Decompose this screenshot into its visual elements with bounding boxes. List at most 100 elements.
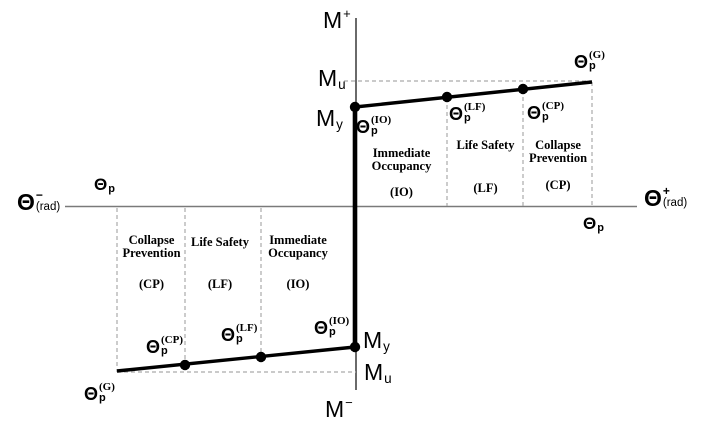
script-stack: y [383,327,390,354]
my-positive-point [349,101,361,113]
subscript: p [542,111,549,123]
script-stack: − (rad) [36,189,60,215]
theta-symbol: Θ [17,188,35,215]
zone-abbreviation: (LF) [207,277,233,291]
script-stack: (LF) p [464,102,485,125]
theta-symbol: Θ [449,103,464,124]
theta-p-lf-negative-label: Θ (LF) p [221,323,257,346]
moment-symbol: M [318,65,338,91]
zone-lower-immediate-occupancy: Immediate Occupancy (IO) [258,233,338,292]
script-stack: (CP) p [542,101,564,124]
subscript: p [371,125,378,137]
superscript: + [662,184,670,198]
moment-symbol: M [316,105,336,131]
script-stack: p [597,212,604,235]
theta-symbol: Θ [527,102,542,123]
zone-abbreviation: (CP) [139,277,164,291]
theta-symbol: Θ [221,324,236,345]
theta-lf-negative-point [179,359,191,371]
script-stack: (G) p [99,382,115,405]
moment-axis-negative-label: M − [325,396,353,423]
subscript: u [384,371,392,386]
superscript: (IO) [329,315,350,327]
theta-symbol: Θ [644,184,662,211]
subscript: p [589,60,596,72]
script-stack: u [338,65,346,92]
zone-name: Immediate Occupancy [268,233,328,260]
subscript: p [329,326,336,338]
backbone-positive-hardening-line [354,80,593,109]
moment-axis-positive-label: M + [323,7,351,34]
theta-p-io-positive-label: Θ (IO) p [356,115,391,138]
subscript: (rad) [35,201,61,213]
superscript: + [343,6,351,21]
subscript: y [336,117,343,132]
script-stack: (CP) p [161,335,183,358]
theta-io-positive-point [441,91,453,103]
moment-symbol: M [363,327,383,353]
zone-upper-life-safety: Life Safety (LF) [448,138,523,196]
superscript: (LF) [236,322,258,334]
script-stack: (IO) p [329,316,349,339]
theta-symbol: Θ [314,317,329,338]
rotation-axis-positive-label: Θ + (rad) [644,185,687,211]
superscript: (G) [99,381,115,393]
subscript [345,409,353,423]
zone-name: Life Safety [191,235,249,249]
zone-upper-collapse-prevention: Collapse Prevention (CP) [524,139,592,193]
theta-p-io-negative-label: Θ (IO) p [314,316,349,339]
theta-p-g-positive-label: Θ (G) p [574,50,605,73]
superscript: (CP) [542,100,565,112]
script-stack: + [343,7,351,34]
script-stack: y [336,105,343,132]
theta-symbol: Θ [84,383,99,404]
superscript: − [35,188,43,202]
script-stack: − [345,396,353,423]
zone-abbreviation: (IO) [286,277,310,291]
backbone-negative-hardening-line [116,345,356,373]
subscript: p [464,112,471,124]
zone-lower-collapse-prevention: Collapse Prevention (CP) [118,233,185,292]
subscript [343,20,351,34]
theta-p-cp-positive-label: Θ (CP) p [527,101,564,124]
subscript: (rad) [662,197,688,209]
subscript: p [99,392,106,404]
zone-upper-immediate-occupancy: Immediate Occupancy (IO) [356,147,447,200]
zone-name: Life Safety [456,138,515,152]
subscript: p [236,333,243,345]
moment-symbol: M [323,7,343,33]
subscript: p [108,183,115,195]
moment-symbol: M [325,396,345,422]
rotation-axis-negative-label: Θ − (rad) [17,189,60,215]
theta-p-lf-positive-label: Θ (LF) p [449,102,485,125]
superscript: (G) [589,49,605,61]
script-stack: (G) p [589,50,605,73]
theta-symbol: Θ [94,175,108,194]
superscript: (CP) [161,334,184,346]
subscript: u [338,77,346,92]
script-stack: u [384,359,392,386]
theta-p-cp-negative-label: Θ (CP) p [146,335,183,358]
dashed-guides-group [116,80,593,373]
superscript: (LF) [464,101,486,113]
zone-abbreviation: (CP) [545,178,571,192]
moment-symbol: M [364,359,384,385]
theta-symbol: Θ [146,336,161,357]
script-stack: (IO) p [371,115,391,138]
script-stack: p [108,173,115,196]
zone-name: Collapse Prevention [122,233,181,260]
theta-symbol: Θ [583,214,597,233]
subscript: y [383,339,390,354]
zone-abbreviation: (IO) [390,185,413,199]
subscript: p [161,345,168,357]
subscript: p [597,222,604,234]
my-negative-point [349,341,361,353]
theta-symbol: Θ [574,51,589,72]
